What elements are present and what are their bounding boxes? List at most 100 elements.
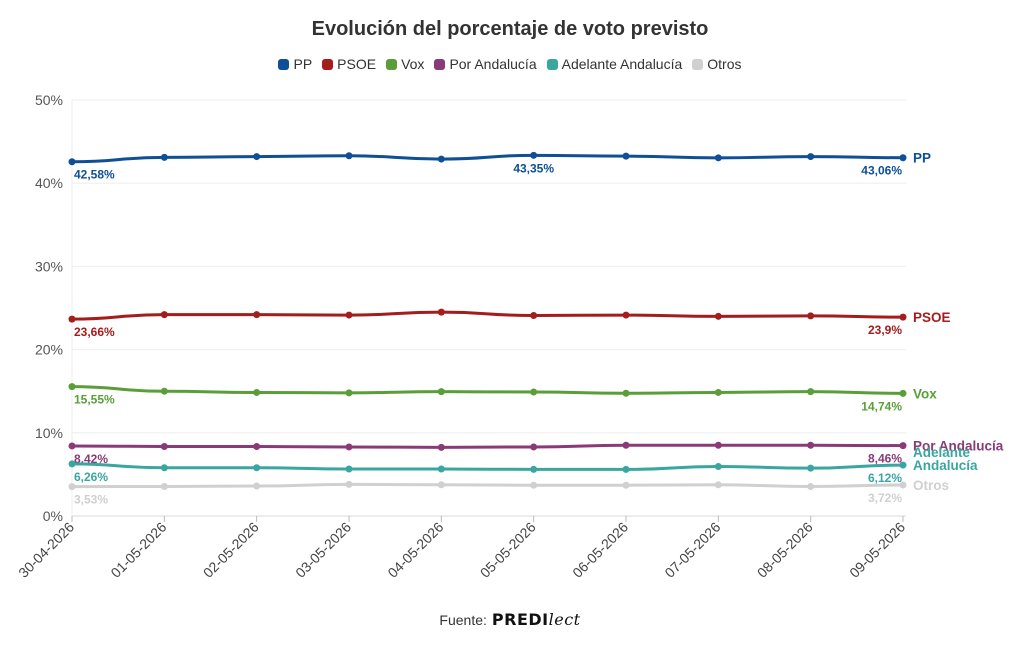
data-label: 43,06% bbox=[861, 164, 902, 178]
x-tick-label: 06-05-2026 bbox=[569, 519, 631, 581]
data-point bbox=[160, 153, 168, 161]
data-label: 43,35% bbox=[513, 161, 554, 175]
data-point bbox=[622, 152, 630, 160]
data-point bbox=[68, 383, 76, 391]
data-point bbox=[714, 154, 722, 162]
legend-swatch bbox=[692, 58, 704, 70]
data-point bbox=[437, 465, 445, 473]
data-point bbox=[437, 481, 445, 489]
series-end-label: Vox bbox=[913, 386, 937, 401]
y-tick-label: 0% bbox=[43, 508, 63, 524]
data-point bbox=[530, 465, 538, 473]
prediclect-logo: PREDIlect bbox=[491, 610, 581, 629]
x-tick-label: 05-05-2026 bbox=[477, 519, 539, 581]
series-end-label: PP bbox=[913, 151, 931, 166]
data-point bbox=[253, 388, 261, 396]
data-point bbox=[68, 483, 76, 491]
series-end-label: PSOE bbox=[913, 310, 951, 325]
data-point bbox=[437, 155, 445, 163]
data-label: 6,26% bbox=[74, 470, 108, 484]
chart-title: Evolución del porcentaje de voto previst… bbox=[311, 18, 709, 40]
data-point bbox=[899, 481, 907, 489]
legend-label: PSOE bbox=[337, 56, 377, 72]
legend-item[interactable]: Adelante Andalucía bbox=[546, 56, 683, 72]
data-point bbox=[160, 387, 168, 395]
data-point bbox=[530, 388, 538, 396]
data-point bbox=[530, 481, 538, 489]
legend-item[interactable]: Otros bbox=[692, 56, 742, 72]
legend-swatch bbox=[278, 58, 290, 70]
y-tick-label: 40% bbox=[35, 175, 63, 191]
data-point bbox=[68, 158, 76, 166]
series-end-label: Por Andalucía bbox=[913, 439, 1004, 454]
data-point bbox=[807, 153, 815, 161]
series-end-label-line: PP bbox=[913, 151, 931, 166]
data-point bbox=[530, 443, 538, 451]
data-label: 8,46% bbox=[868, 452, 902, 466]
data-point bbox=[622, 311, 630, 319]
data-point bbox=[622, 481, 630, 489]
x-tick-label: 03-05-2026 bbox=[292, 519, 354, 581]
data-point bbox=[345, 465, 353, 473]
data-point bbox=[68, 460, 76, 468]
x-tick-label: 01-05-2026 bbox=[107, 519, 169, 581]
legend-label: Otros bbox=[707, 56, 742, 72]
data-point bbox=[160, 443, 168, 451]
data-point bbox=[160, 482, 168, 490]
legend-label: Adelante Andalucía bbox=[561, 56, 683, 72]
data-point bbox=[807, 482, 815, 490]
series-line bbox=[71, 310, 904, 321]
series-end-label-line: Por Andalucía bbox=[913, 439, 1004, 454]
data-label: 14,74% bbox=[861, 399, 902, 413]
data-label: 42,58% bbox=[74, 168, 115, 182]
legend-swatch bbox=[434, 58, 446, 70]
legend-label: PP bbox=[293, 56, 313, 72]
data-point bbox=[253, 153, 261, 161]
data-point bbox=[714, 312, 722, 320]
series-line bbox=[71, 443, 904, 449]
y-tick-label: 10% bbox=[35, 425, 63, 441]
data-point bbox=[807, 464, 815, 472]
legend-item[interactable]: PP bbox=[278, 56, 312, 72]
data-point bbox=[714, 481, 722, 489]
x-tick-label: 30-04-2026 bbox=[15, 519, 77, 581]
data-point bbox=[899, 442, 907, 450]
legend-item[interactable]: PSOE bbox=[322, 56, 376, 72]
data-point bbox=[807, 312, 815, 320]
data-point bbox=[437, 308, 445, 316]
series-end-label-line: PSOE bbox=[913, 310, 951, 325]
data-point bbox=[714, 462, 722, 470]
data-point bbox=[622, 465, 630, 473]
data-label: 3,53% bbox=[74, 493, 108, 507]
data-point bbox=[714, 388, 722, 396]
data-point bbox=[345, 152, 353, 160]
x-tick-label: 04-05-2026 bbox=[384, 519, 446, 581]
series-end-label-line: Vox bbox=[913, 386, 937, 401]
y-tick-label: 50% bbox=[35, 92, 63, 108]
data-label: 23,9% bbox=[868, 323, 902, 337]
data-point bbox=[622, 389, 630, 397]
data-point bbox=[345, 311, 353, 319]
y-tick-label: 30% bbox=[35, 258, 63, 274]
data-point bbox=[622, 441, 630, 449]
data-point bbox=[160, 311, 168, 319]
data-point bbox=[899, 389, 907, 397]
data-point bbox=[899, 313, 907, 321]
data-point bbox=[899, 461, 907, 469]
legend-label: Vox bbox=[401, 56, 425, 72]
data-point bbox=[160, 464, 168, 472]
legend-label: Por Andalucía bbox=[449, 56, 537, 72]
x-tick-label: 02-05-2026 bbox=[200, 519, 262, 581]
data-point bbox=[899, 154, 907, 162]
legend-item[interactable]: Vox bbox=[386, 56, 424, 72]
data-point bbox=[530, 311, 538, 319]
legend-item[interactable]: Por Andalucía bbox=[434, 56, 537, 72]
data-point bbox=[714, 441, 722, 449]
data-label: 8,42% bbox=[74, 452, 108, 466]
data-point bbox=[253, 443, 261, 451]
source-label: Fuente: bbox=[439, 611, 487, 628]
x-tick-label: 09-05-2026 bbox=[846, 519, 908, 581]
data-point bbox=[68, 442, 76, 450]
x-tick-label: 07-05-2026 bbox=[661, 519, 723, 581]
